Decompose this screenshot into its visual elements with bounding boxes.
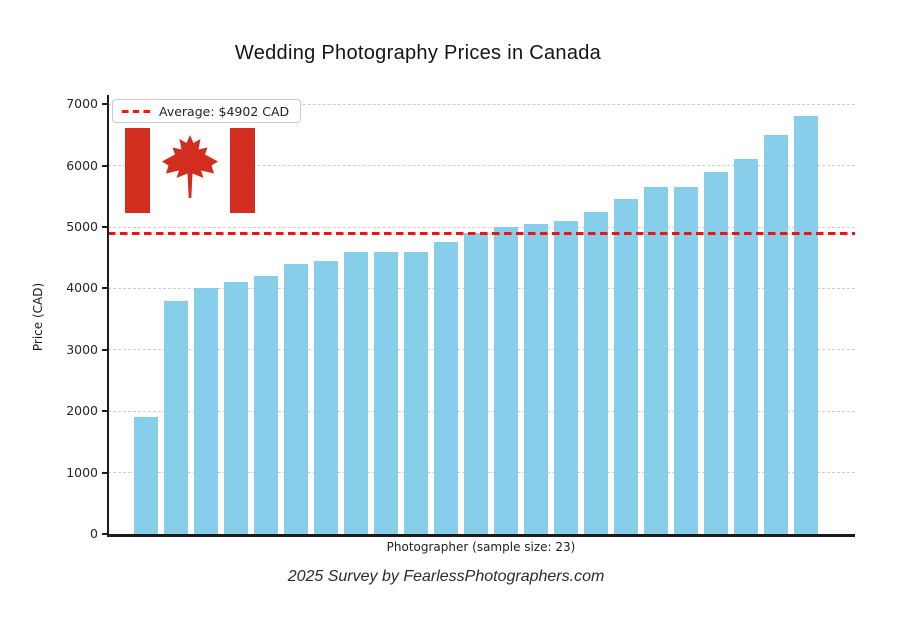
bar [584,211,608,534]
y-tick-label: 3000 [66,341,98,357]
y-axis-spine [107,95,109,536]
y-tick-mark [102,410,108,413]
y-tick-mark [102,348,108,351]
y-tick-mark [102,533,108,535]
legend: Average: $4902 CAD [112,99,302,123]
y-tick-label: 6000 [66,157,98,173]
flag-left-band [125,128,150,213]
bar [524,223,548,534]
average-line [108,231,855,235]
bar [494,227,518,534]
y-tick-label: 7000 [66,96,98,112]
gridline [108,165,855,167]
flag-right-band [230,128,255,213]
bar [764,134,788,534]
bar [194,288,218,534]
bar [164,300,188,534]
y-tick-mark [102,471,108,474]
bar [554,220,578,534]
x-axis-label: Photographer (sample size: 23) [386,540,576,554]
bar [614,199,638,534]
gridline [108,226,855,228]
y-tick-mark [102,226,108,228]
y-tick-label: 2000 [66,403,98,419]
bar [464,233,488,534]
bar [404,251,428,534]
average-dashed-line-icon [122,109,150,113]
y-tick-mark [102,164,108,167]
bar [794,116,818,534]
bar [644,187,668,534]
bar [704,171,728,534]
bar [284,263,308,534]
bar [674,187,698,534]
bar [344,251,368,534]
gridline [108,103,855,105]
canada-flag-icon [125,128,255,213]
survey-caption: 2025 Survey by FearlessPhotographers.com [287,568,605,585]
y-tick-mark [102,287,108,290]
y-tick-label: 4000 [66,280,98,296]
bar [254,276,278,534]
bar [374,251,398,534]
y-tick-label: 5000 [66,219,98,234]
bar [434,242,458,534]
y-tick-label: 0 [90,526,98,541]
chart-title: Wedding Photography Prices in Canada [234,42,602,64]
bar [134,417,158,534]
bar [224,282,248,534]
y-tick-label: 1000 [66,464,98,480]
maple-leaf-icon [162,135,218,198]
x-axis-spine [107,534,855,537]
legend-label: Average: $4902 CAD [159,103,290,119]
bar [734,159,758,534]
y-tick-mark [102,103,108,106]
bar [314,260,338,534]
